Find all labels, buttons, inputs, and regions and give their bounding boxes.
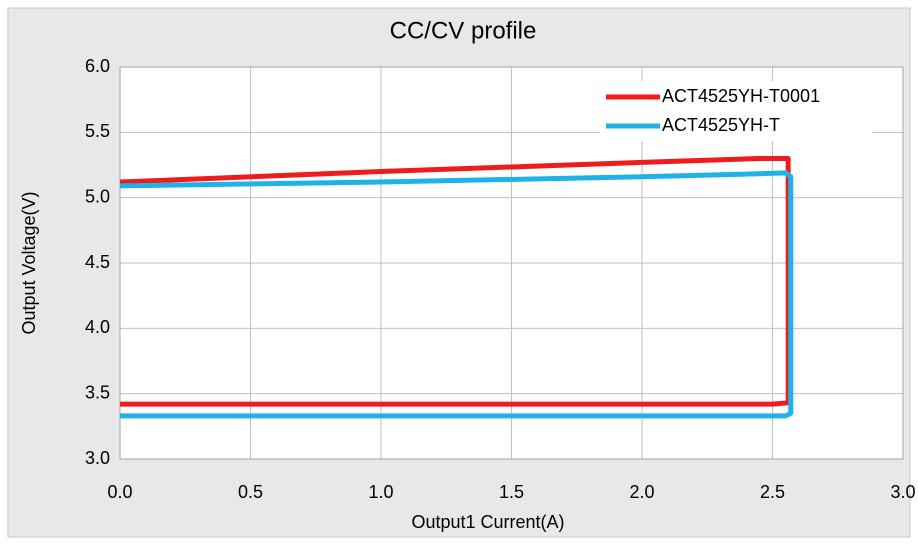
y-tick-label: 3.0 [85,448,110,468]
y-tick-label: 5.5 [85,121,110,141]
y-tick-label: 6.0 [85,56,110,76]
chart-title: CC/CV profile [390,17,537,44]
plot-border [119,66,904,460]
series-line [119,170,794,419]
x-tick-label: 1.0 [368,482,393,502]
y-tick-label: 4.5 [85,252,110,272]
legend-box [600,81,872,141]
legend-label: ACT4525YH-T [662,115,780,135]
x-axis-label: Output1 Current(A) [411,512,564,532]
y-axis-label: Output Voltage(V) [19,191,39,334]
series-line [119,155,791,407]
x-tick-label: 0.5 [238,482,263,502]
x-tick-label: 1.5 [499,482,524,502]
y-tick-label: 4.0 [85,317,110,337]
x-tick-label: 3.0 [890,482,915,502]
x-tick-label: 2.5 [760,482,785,502]
x-tick-label: 0.0 [107,482,132,502]
legend-label: ACT4525YH-T0001 [662,86,820,106]
y-tick-label: 3.5 [85,382,110,402]
x-tick-label: 2.0 [629,482,654,502]
y-tick-label: 5.0 [85,186,110,206]
